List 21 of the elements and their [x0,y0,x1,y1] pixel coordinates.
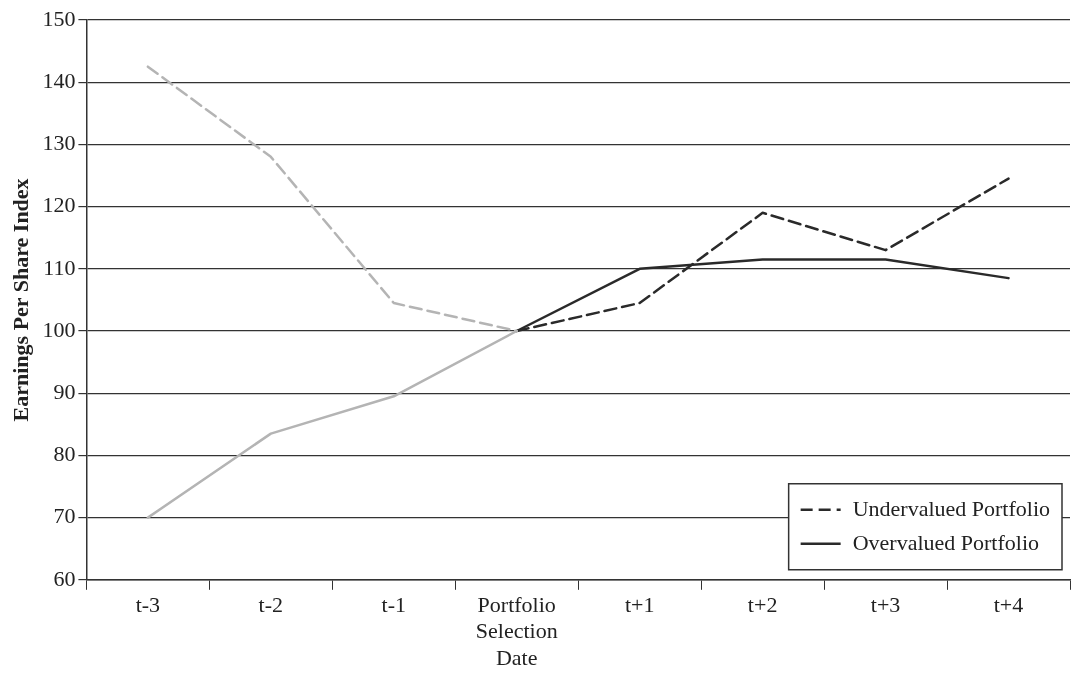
x-tick-label: t+2 [747,591,778,617]
y-tick-label: 140 [42,67,76,93]
y-tick-label: 60 [53,565,76,591]
x-tick-label: Portfolio Selection Date [475,591,558,670]
x-tick-label: t-2 [258,591,284,617]
y-tick-label: 110 [43,254,76,280]
x-tick-label: t+1 [624,591,655,617]
legend-label: Undervalued Portfolio [852,495,1051,521]
y-tick-label: 150 [42,5,76,31]
x-tick-label: t+4 [993,591,1024,617]
x-tick-label: t-1 [381,591,406,617]
y-tick-label: 100 [42,316,76,342]
y-tick-label: 120 [42,192,76,218]
y-axis-title: Earnings Per Share Index [7,178,33,422]
y-tick-label: 90 [53,378,76,404]
x-tick-label: t+3 [870,591,901,617]
y-tick-label: 70 [53,503,76,529]
x-tick-label: t-3 [135,591,161,617]
legend-label: Overvalued Portfolio [852,529,1040,555]
y-tick-label: 80 [53,441,76,467]
y-tick-label: 130 [42,130,76,156]
